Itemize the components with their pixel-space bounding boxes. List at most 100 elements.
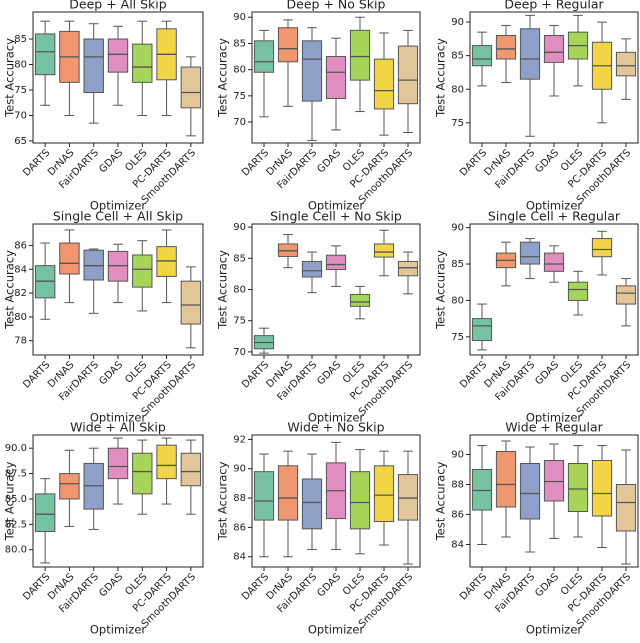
box — [615, 285, 637, 305]
box — [397, 474, 419, 521]
box — [349, 29, 371, 81]
box — [34, 493, 56, 532]
box — [495, 451, 517, 508]
box — [253, 40, 275, 73]
axes-frame — [251, 11, 421, 144]
y-tick-label: 80 — [14, 312, 27, 323]
x-tick-label: GDAS — [533, 359, 561, 387]
box — [373, 243, 395, 258]
y-axis-label: Test Accuracy — [216, 38, 230, 118]
x-tick-label: GDAS — [315, 571, 343, 599]
subplot-title: Wide + Regular — [505, 420, 603, 435]
box — [180, 66, 202, 109]
subplot-title: Single Cell + Regular — [488, 209, 621, 224]
y-axis-label: Test Accuracy — [434, 250, 448, 330]
x-tick-label: GDAS — [315, 359, 343, 387]
box — [543, 252, 565, 272]
x-tick-label: GDAS — [315, 147, 343, 175]
box — [132, 43, 153, 83]
y-axis-label: Test Accuracy — [3, 250, 17, 330]
box — [277, 465, 299, 521]
box — [615, 51, 637, 77]
box — [59, 473, 80, 500]
x-axis-label: Optimizer — [90, 623, 147, 637]
y-tick-label: 85 — [451, 51, 464, 62]
box — [543, 460, 565, 502]
y-axis-label: Test Accuracy — [434, 38, 448, 118]
x-axis-label: Optimizer — [308, 623, 365, 637]
box — [156, 444, 177, 480]
x-axis-label: Optimizer — [526, 623, 583, 637]
y-tick-label: 80 — [233, 285, 246, 296]
box — [301, 40, 323, 102]
box — [495, 35, 517, 60]
x-tick-label: GDAS — [97, 359, 125, 387]
x-axis-label: Optimizer — [526, 411, 583, 425]
box — [567, 281, 589, 301]
x-tick-label: DARTS — [458, 359, 489, 390]
y-tick-label: 84 — [451, 540, 464, 551]
y-tick-label: 80 — [451, 295, 464, 306]
box — [349, 471, 371, 530]
x-tick-label: DARTS — [21, 359, 52, 390]
axes-frame — [469, 11, 639, 144]
box — [397, 45, 419, 105]
box — [277, 27, 299, 63]
axes-frame — [469, 434, 639, 568]
y-tick-label: 88 — [451, 480, 464, 491]
box — [519, 28, 541, 80]
box — [34, 33, 56, 76]
box — [591, 460, 613, 517]
y-tick-label: 86 — [14, 240, 27, 251]
box — [180, 452, 202, 487]
box — [107, 38, 129, 73]
box — [615, 484, 637, 532]
y-tick-label: 75 — [451, 118, 464, 129]
y-tick-label: 85 — [451, 259, 464, 270]
x-tick-label: DARTS — [458, 147, 489, 178]
x-tick-label: GDAS — [533, 147, 561, 175]
y-tick-label: 80 — [14, 60, 27, 71]
x-tick-label: DARTS — [458, 571, 489, 602]
y-tick-label: 85 — [233, 38, 246, 49]
subplot-title: Single Cell + No Skip — [270, 209, 402, 224]
subplot-title: Wide + All Skip — [70, 420, 166, 435]
subplot-title: Deep + No Skip — [287, 0, 386, 12]
box — [83, 38, 104, 94]
subplot: Wide + No Skip 84 86 88 90 92 Test Accuracy Opt… — [216, 420, 421, 637]
subplot-title: Single Cell + All Skip — [53, 209, 183, 224]
box — [519, 241, 541, 265]
y-tick-label: 87.5 — [5, 469, 27, 480]
axes-frame — [251, 434, 421, 568]
y-tick-label: 92 — [233, 434, 246, 445]
x-tick-label: DARTS — [21, 571, 52, 602]
subplot: Single Cell + No Skip 70 75 80 85 90 Test Accu… — [216, 209, 421, 425]
y-tick-label: 86 — [233, 522, 246, 533]
y-tick-label: 80 — [451, 84, 464, 95]
y-tick-label: 65 — [14, 136, 27, 147]
box — [397, 260, 419, 277]
x-tick-label: GDAS — [97, 147, 125, 175]
box — [349, 293, 371, 307]
y-tick-label: 90 — [451, 223, 464, 234]
y-tick-label: 88 — [233, 493, 246, 504]
y-axis-label: Test Accuracy — [216, 461, 230, 541]
x-tick-label: DARTS — [240, 359, 271, 390]
y-axis-label: Test Accuracy — [434, 461, 448, 541]
box — [325, 254, 347, 271]
y-tick-label: 90.0 — [5, 443, 27, 454]
box — [301, 260, 323, 278]
y-tick-label: 85.0 — [5, 494, 27, 505]
box — [519, 463, 541, 520]
axes-frame — [32, 434, 204, 568]
box — [471, 45, 493, 67]
axes-frame — [251, 223, 421, 356]
box — [180, 280, 202, 325]
box — [132, 254, 153, 288]
subplot-title: Deep + Regular — [504, 0, 604, 12]
x-tick-label: DARTS — [240, 571, 271, 602]
